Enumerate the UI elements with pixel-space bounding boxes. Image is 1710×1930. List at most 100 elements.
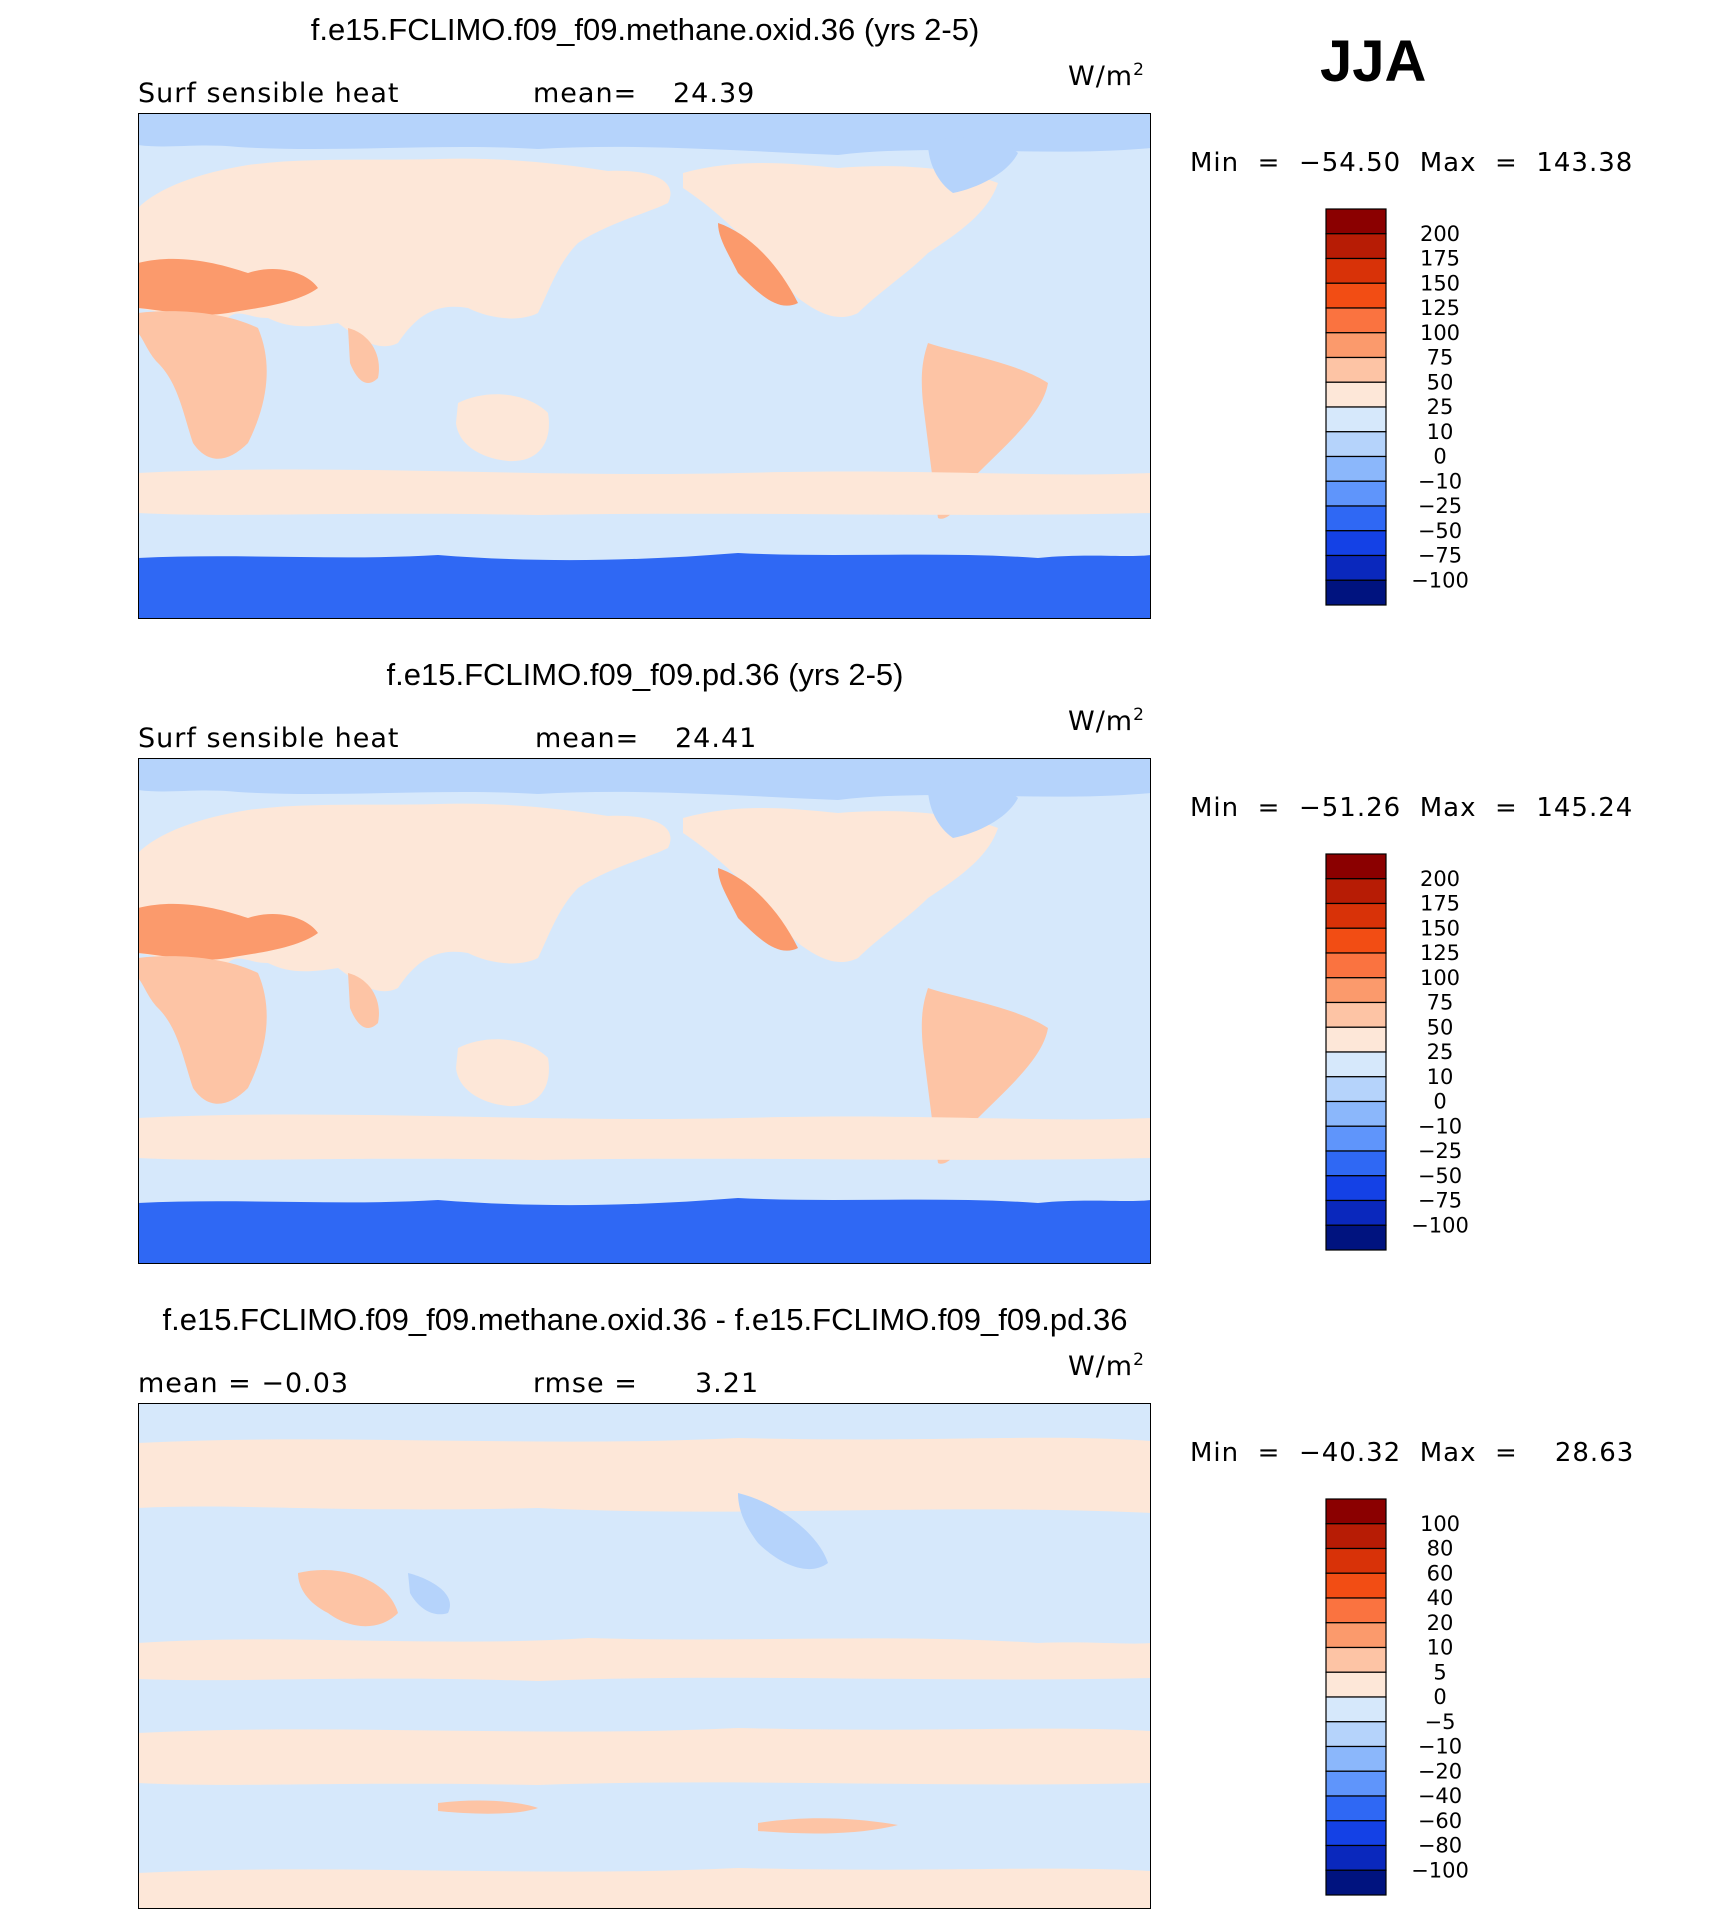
colorbar-tick-label: −10 xyxy=(1418,1735,1462,1759)
colorbar-swatch xyxy=(1325,554,1387,581)
colorbar-swatch xyxy=(1325,332,1387,359)
colorbar-swatch xyxy=(1325,480,1387,507)
colorbar-tick-label: 200 xyxy=(1420,222,1460,246)
colorbar-swatch xyxy=(1325,431,1387,458)
colorbar-swatch xyxy=(1325,1770,1387,1797)
colorbar-tick-label: 60 xyxy=(1427,1561,1454,1585)
colorbar-tick-label: −100 xyxy=(1411,1213,1469,1237)
colorbar-tick-label: 50 xyxy=(1427,370,1454,394)
colorbar-swatch xyxy=(1325,952,1387,979)
mean-value: 24.39 xyxy=(673,78,756,109)
colorbar-swatch xyxy=(1325,1175,1387,1202)
colorbar-swatch xyxy=(1325,977,1387,1004)
colorbar-swatch xyxy=(1325,1721,1387,1748)
min-max-label: Min = −40.32 Max = 28.63 xyxy=(1190,1438,1635,1468)
colorbar-tick-label: 125 xyxy=(1420,296,1460,320)
colorbar-swatch xyxy=(1325,1820,1387,1847)
colorbar-swatch xyxy=(1325,927,1387,954)
colorbar-swatch xyxy=(1325,902,1387,929)
colorbar-swatch xyxy=(1325,1745,1387,1772)
colorbar-tick-label: 80 xyxy=(1427,1537,1454,1561)
colorbar-swatch xyxy=(1325,208,1387,235)
min-max-label: Min = −54.50 Max = 143.38 xyxy=(1190,148,1634,178)
colorbar-swatch xyxy=(1325,1844,1387,1871)
colorbar-tick-label: 150 xyxy=(1420,916,1460,940)
colorbar-swatch xyxy=(1325,1523,1387,1550)
colorbar-swatch xyxy=(1325,1026,1387,1053)
colorbar-swatch xyxy=(1325,1051,1387,1078)
colorbar-swatch xyxy=(1325,505,1387,532)
colorbar-tick-label: 175 xyxy=(1420,892,1460,916)
colorbar-swatch xyxy=(1325,1622,1387,1649)
rmse-value: 3.21 xyxy=(695,1368,760,1399)
colorbar-swatch xyxy=(1325,1646,1387,1673)
colorbar-swatch xyxy=(1325,530,1387,557)
colorbar-tick-label: 75 xyxy=(1427,346,1454,370)
colorbar-swatch xyxy=(1325,1869,1387,1896)
colorbar-tick-label: −75 xyxy=(1418,1189,1462,1213)
colorbar-swatch xyxy=(1325,1597,1387,1624)
colorbar-tick-label: 10 xyxy=(1427,420,1454,444)
panel-title: f.e15.FCLIMO.f09_f09.methane.oxid.36 - f… xyxy=(162,1302,1128,1337)
colorbar-tick-label: −25 xyxy=(1418,494,1462,518)
colorbar-tick-label: −10 xyxy=(1418,469,1462,493)
colorbar-swatch xyxy=(1325,406,1387,433)
colorbar-swatch xyxy=(1325,307,1387,334)
panel-title: f.e15.FCLIMO.f09_f09.methane.oxid.36 (yr… xyxy=(310,12,980,47)
panel-test: f.e15.FCLIMO.f09_f09.pd.36 (yrs 2-5) Sur… xyxy=(0,645,1710,1290)
colorbar-tick-label: 0 xyxy=(1433,1685,1446,1709)
colorbar-tick-label: 75 xyxy=(1427,991,1454,1015)
colorbar-swatch xyxy=(1325,1001,1387,1028)
colorbar-swatch xyxy=(1325,282,1387,309)
colorbar-swatch xyxy=(1325,257,1387,284)
unit-label: W/m2 xyxy=(1068,60,1145,92)
colorbar-tick-label: 10 xyxy=(1427,1065,1454,1089)
colorbar-tick-label: −50 xyxy=(1418,1164,1462,1188)
world-map-contour xyxy=(138,113,1151,619)
colorbar-tick-label: 100 xyxy=(1420,321,1460,345)
colorbar-tick-label: −80 xyxy=(1418,1834,1462,1858)
variable-label: Surf sensible heat xyxy=(138,723,400,754)
colorbar-tick-label: −60 xyxy=(1418,1809,1462,1833)
colorbar-tick-label: −75 xyxy=(1418,544,1462,568)
colorbar-tick-label: −40 xyxy=(1418,1784,1462,1808)
colorbar-tick-label: 175 xyxy=(1420,247,1460,271)
colorbar-tick-label: 50 xyxy=(1427,1015,1454,1039)
colorbar-swatch xyxy=(1325,356,1387,383)
colorbar-swatch xyxy=(1325,1498,1387,1525)
colorbar-tick-label: 100 xyxy=(1420,1512,1460,1536)
colorbar-swatch xyxy=(1325,233,1387,260)
colorbar-tick-label: 150 xyxy=(1420,271,1460,295)
colorbar-tick-label: 40 xyxy=(1427,1586,1454,1610)
mean-label: mean= xyxy=(533,78,638,109)
colorbar-swatch xyxy=(1325,1795,1387,1822)
panel-control: f.e15.FCLIMO.f09_f09.methane.oxid.36 (yr… xyxy=(0,0,1710,645)
colorbar-swatch xyxy=(1325,1100,1387,1127)
colorbar-tick-label: −50 xyxy=(1418,519,1462,543)
colorbar-swatch xyxy=(1325,455,1387,482)
colorbar-swatch xyxy=(1325,381,1387,408)
colorbar-swatch xyxy=(1325,579,1387,606)
mean-label: mean = −0.03 xyxy=(138,1368,350,1399)
panel-difference: f.e15.FCLIMO.f09_f09.methane.oxid.36 - f… xyxy=(0,1290,1710,1930)
world-map-contour xyxy=(138,758,1151,1264)
season-label: JJA xyxy=(1320,29,1427,94)
colorbar-swatch xyxy=(1325,878,1387,905)
colorbar-tick-label: 100 xyxy=(1420,966,1460,990)
colorbar-tick-label: −5 xyxy=(1425,1710,1456,1734)
colorbar-tick-label: 125 xyxy=(1420,941,1460,965)
colorbar-tick-label: −25 xyxy=(1418,1139,1462,1163)
colorbar-tick-label: −10 xyxy=(1418,1114,1462,1138)
colorbar-swatch xyxy=(1325,1076,1387,1103)
colorbar-swatch xyxy=(1325,1150,1387,1177)
rmse-label: rmse = xyxy=(533,1368,638,1399)
colorbar-swatch xyxy=(1325,1125,1387,1152)
colorbar-swatch xyxy=(1325,1224,1387,1251)
unit-label: W/m2 xyxy=(1068,705,1145,737)
colorbar-tick-label: 0 xyxy=(1433,445,1446,469)
colorbar-tick-label: −100 xyxy=(1411,1858,1469,1882)
